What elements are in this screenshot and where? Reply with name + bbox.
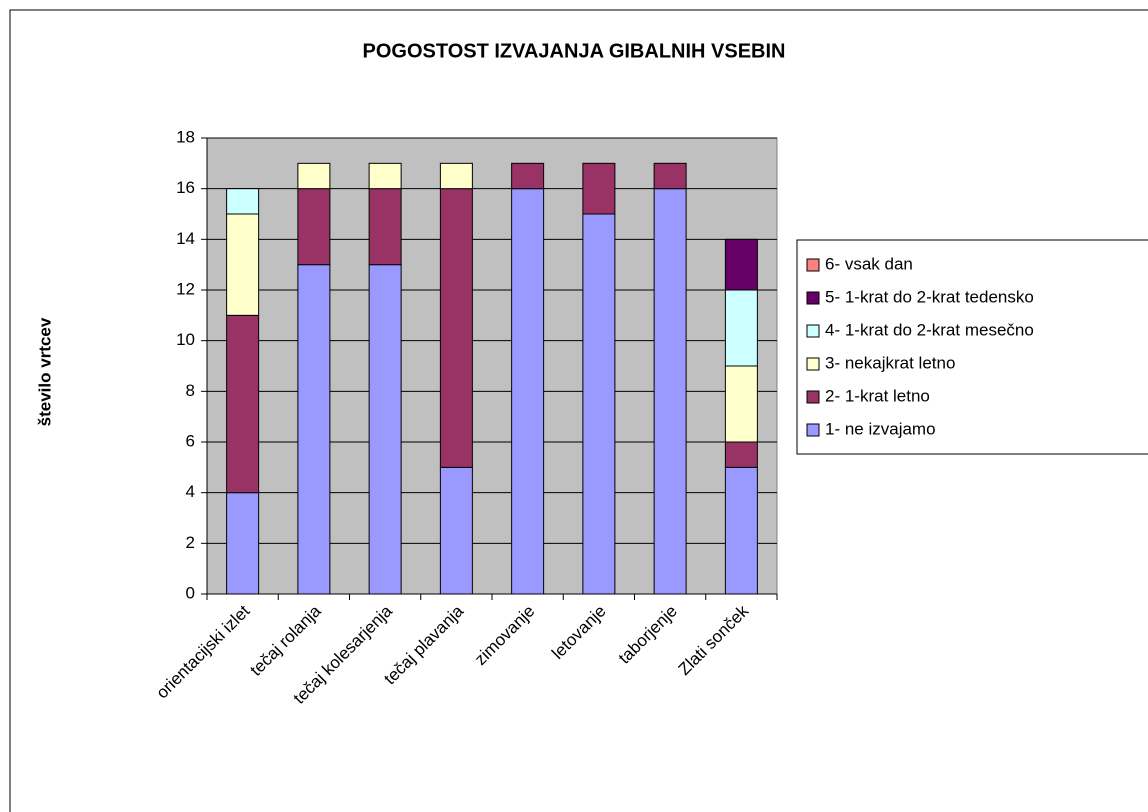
y-tick-label: 14 [176,229,195,248]
y-tick-label: 18 [176,127,195,146]
bar-segment [368,188,402,266]
legend-swatch [806,357,820,371]
bar-segment [653,188,687,595]
bar-segment [226,314,260,494]
legend-swatch [806,423,820,437]
bar-segment [226,188,260,215]
legend-swatch [806,258,820,272]
legend-box [796,239,1148,455]
legend-label: 4- 1-krat do 2-krat mesečno [825,320,1034,339]
legend-label: 5- 1-krat do 2-krat tedensko [825,287,1034,306]
y-tick-label: 10 [176,330,195,349]
bar-segment [653,162,687,190]
y-axis-label: število vrtcev [35,317,54,426]
bar-segment [582,162,616,215]
bar-segment [439,466,473,595]
bar-segment [226,213,260,316]
y-tick-label: 12 [176,279,195,298]
legend-label: 2- 1-krat letno [825,386,930,405]
legend-label: 6- vsak dan [825,254,913,273]
legend-swatch [806,324,820,338]
plot-area [206,137,778,595]
bar-segment [582,213,616,595]
bar-segment [511,188,545,595]
bar-segment [297,264,331,595]
bar-segment [368,264,402,595]
bar-segment [297,188,331,266]
y-tick-label: 8 [186,381,195,400]
bar-segment [439,162,473,190]
bar-segment [511,162,545,190]
y-tick-label: 4 [186,482,195,501]
legend-label: 1- ne izvajamo [825,419,936,438]
bar-segment [368,162,402,190]
bar-segment [724,441,758,468]
bar-segment [724,365,758,443]
bar-segment [439,188,473,468]
y-tick-label: 0 [186,583,195,602]
bar-segment [226,492,260,595]
bar-segment [297,162,331,190]
bar-segment [724,289,758,367]
bar-segment [724,466,758,595]
legend-label: 3- nekajkrat letno [825,353,955,372]
legend-swatch [806,291,820,305]
chart-title: POGOSTOST IZVAJANJA GIBALNIH VSEBIN [362,40,785,62]
y-tick-label: 16 [176,178,195,197]
legend-swatch [806,390,820,404]
y-tick-label: 6 [186,431,195,450]
y-tick-label: 2 [186,533,195,552]
bar-segment [724,238,758,291]
